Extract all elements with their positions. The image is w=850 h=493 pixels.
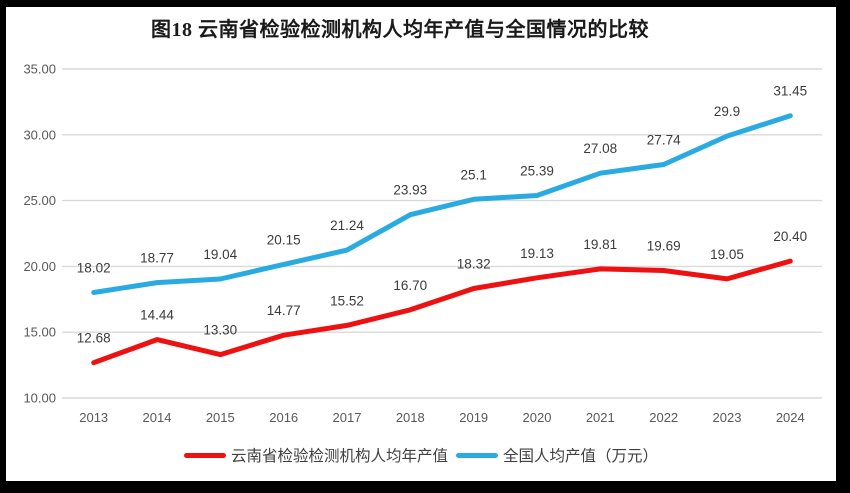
- y-tick-label: 25.00: [23, 193, 56, 208]
- x-tick-label: 2020: [523, 410, 552, 425]
- x-tick-label: 2013: [79, 410, 108, 425]
- data-label: 14.77: [267, 303, 301, 318]
- y-tick-label: 15.00: [23, 325, 56, 340]
- chart-title: 图18 云南省检验检测机构人均年产值与全国情况的比较: [151, 19, 649, 41]
- data-label: 27.08: [583, 141, 617, 156]
- data-label: 18.77: [140, 251, 174, 266]
- data-label: 15.52: [330, 293, 364, 308]
- legend-label-national: 全国人均产值（万元）: [503, 448, 659, 465]
- data-label: 18.32: [457, 257, 491, 272]
- data-label: 13.30: [203, 323, 237, 338]
- x-tick-label: 2015: [206, 410, 235, 425]
- y-tick-label: 20.00: [23, 259, 56, 274]
- legend-item-yunnan: 云南省检验检测机构人均年产值: [183, 444, 448, 466]
- line-chart: 35.00 30.00 25.00 20.00 15.00 10.00 2013 2014 20…: [23, 62, 822, 425]
- data-label: 14.44: [140, 308, 174, 323]
- y-tick-label: 30.00: [23, 127, 56, 142]
- data-label: 18.02: [77, 261, 111, 276]
- data-label: 19.04: [203, 247, 237, 262]
- legend-swatch-national-line: [456, 452, 498, 458]
- chart-frame: 图18 云南省检验检测机构人均年产值与全国情况的比较 35.00 30.00 25.…: [6, 7, 836, 481]
- data-label: 21.24: [330, 218, 364, 233]
- data-label: 16.70: [393, 278, 427, 293]
- x-tick-label: 2019: [459, 410, 488, 425]
- legend: 云南省检验检测机构人均年产值 全国人均产值（万元）: [6, 444, 836, 466]
- series-line-0: [91, 258, 793, 366]
- x-tick-label: 2018: [396, 410, 425, 425]
- data-label: 20.40: [773, 229, 807, 244]
- data-label: 31.45: [773, 84, 807, 99]
- data-label: 23.93: [393, 183, 427, 198]
- data-label: 20.15: [267, 232, 301, 247]
- data-label: 19.13: [520, 246, 554, 261]
- series-line-1: [91, 113, 793, 295]
- x-tick-label: 2024: [776, 410, 805, 425]
- data-label: 27.74: [647, 133, 681, 148]
- legend-swatch-yunnan-line: [183, 452, 226, 458]
- legend-label-yunnan: 云南省检验检测机构人均年产值: [230, 448, 448, 465]
- data-label: 19.05: [710, 247, 744, 262]
- x-tick-label: 2021: [586, 410, 615, 425]
- data-label: 25.39: [520, 164, 554, 179]
- data-label: 12.68: [77, 331, 111, 346]
- data-label: 19.81: [583, 237, 617, 252]
- data-label: 29.9: [714, 104, 740, 119]
- x-tick-label: 2022: [649, 410, 678, 425]
- y-tick-label: 35.00: [23, 62, 56, 77]
- x-tick-label: 2017: [333, 410, 362, 425]
- x-tick-label: 2016: [269, 410, 298, 425]
- x-tick-label: 2023: [713, 410, 742, 425]
- legend-item-national: 全国人均产值（万元）: [456, 444, 658, 466]
- y-tick-label: 10.00: [23, 391, 56, 406]
- data-label: 25.1: [461, 167, 487, 182]
- x-tick-label: 2014: [143, 410, 172, 425]
- data-label: 19.69: [647, 239, 681, 254]
